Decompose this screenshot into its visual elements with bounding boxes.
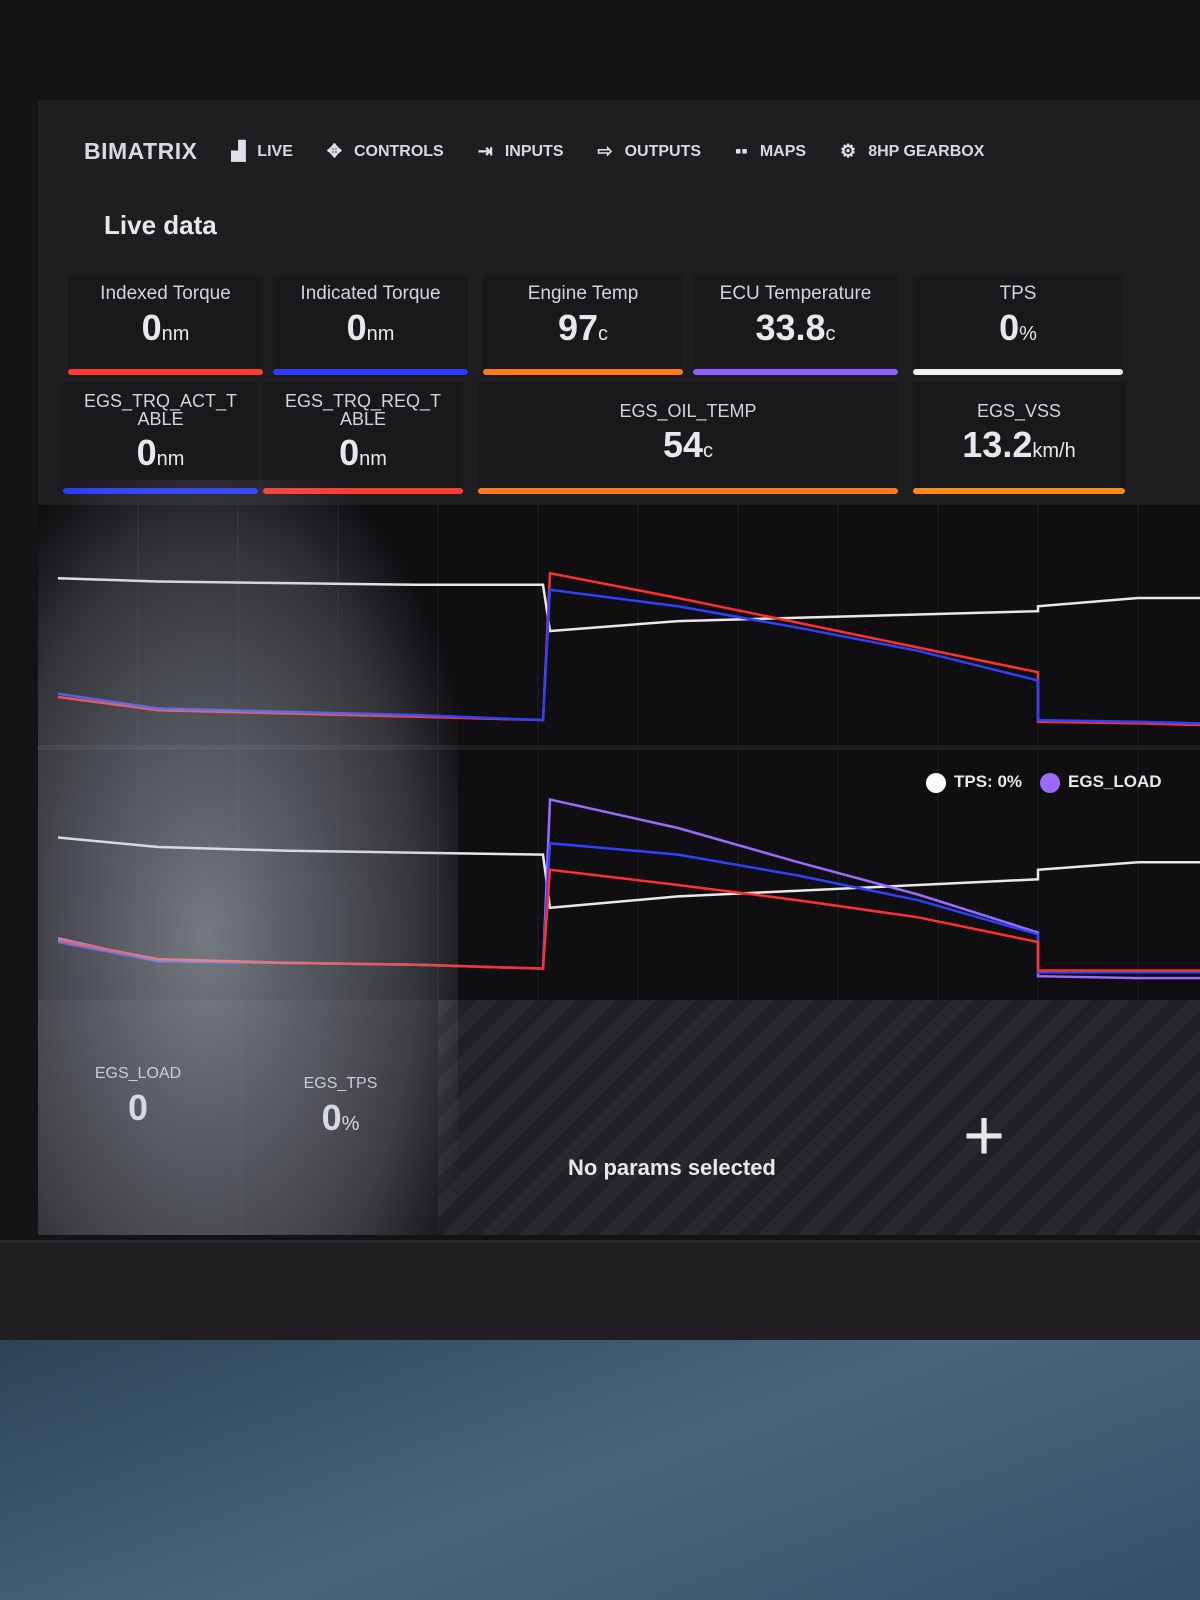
page-title: Live data [104,210,217,240]
nav-live[interactable]: ▟ LIVE [231,141,292,162]
nav-label: LIVE [257,142,293,160]
series-line-1 [57,571,1200,727]
nav-inputs[interactable]: ⇥ INPUTS [478,141,564,162]
background-fabric [0,1340,1200,1600]
card-value: 0nm [346,307,395,348]
legend-dot [1040,772,1061,793]
legend-label: EGS_LOAD [1068,772,1162,791]
card-color-bar [63,488,258,494]
card-label: EGS_VSS [976,401,1062,421]
card-value: 13.2km/h [962,424,1076,465]
card-value: 0 [127,1087,149,1128]
nav-label: 8HP GEARBOX [868,142,985,160]
nav-maps[interactable]: ▪▪ MAPS [735,141,806,162]
card-value: 0nm [136,432,185,473]
series-line-0 [57,576,1200,633]
nav-label: MAPS [759,142,807,160]
series-line-2 [57,841,1200,974]
param-card[interactable]: Indexed Torque 0nm [68,275,263,375]
grid-icon: ▪▪ [735,141,748,161]
nav-8hp-gearbox[interactable]: ⚙ 8HP GEARBOX [840,141,984,162]
card-color-bar [483,369,683,375]
series-line-3 [57,868,1200,972]
card-label: Indicated Torque [300,283,441,304]
series-line-0 [57,836,1200,910]
card-value: 0nm [339,432,387,473]
nav-controls[interactable]: ✥ CONTROLS [327,141,444,162]
card-value: 0% [999,307,1037,348]
card-value: 33.8c [755,307,836,348]
add-param-button[interactable]: + [963,1096,1006,1176]
brand-logo: BIMATRIX [84,138,198,164]
chart-bars-icon: ▟ [231,141,246,161]
param-card[interactable]: Engine Temp 97c [483,275,683,375]
card-label: Engine Temp [527,283,639,304]
logout-icon: ⇨ [597,141,613,161]
legend-item-tps[interactable]: TPS: 0% [926,772,1022,793]
card-color-bar [273,369,468,375]
card-color-bar [263,488,463,494]
card-label: EGS_TRQ_REQ_TABLE [284,391,442,429]
no-params-text: No params selected [568,1155,776,1180]
empty-param-panel: No params selected + [438,1000,1200,1235]
login-icon: ⇥ [477,141,493,161]
card-color-bar [478,488,898,494]
param-card[interactable]: EGS_OIL_TEMP 54c [478,382,898,494]
nav-label: CONTROLS [353,142,444,160]
param-card[interactable]: ECU Temperature 33.8c [693,275,898,375]
card-label: ECU Temperature [719,283,872,304]
param-card-egs-tps[interactable]: EGS_TPS 0% [243,1000,438,1235]
card-value: 0nm [141,307,190,348]
param-card[interactable]: Indicated Torque 0nm [273,275,468,375]
nav-label: OUTPUTS [624,142,702,160]
chart-legend: TPS: 0% EGS_LOAD [926,772,1162,793]
param-card[interactable]: EGS_VSS 13.2km/h [913,382,1125,494]
card-label: EGS_TRQ_ACT_TABLE [83,391,238,429]
card-value: 0% [321,1097,360,1138]
series-line-2 [57,588,1200,725]
live-chart-2: TPS: 0% EGS_LOAD [38,750,1200,1000]
card-color-bar [693,369,898,375]
live-chart-1 [38,505,1200,745]
gearbox-icon: ⚙ [840,141,857,161]
param-card[interactable]: EGS_TRQ_ACT_TABLE 0nm [63,382,258,494]
nav-label: INPUTS [504,142,564,160]
nav-outputs[interactable]: ⇨ OUTPUTS [598,141,702,162]
dpad-icon: ✥ [326,141,342,161]
card-color-bar [68,369,263,375]
legend-dot [926,772,946,793]
card-label: EGS_LOAD [94,1065,182,1082]
card-color-bar [913,369,1123,375]
card-label: TPS [999,283,1037,304]
param-card[interactable]: TPS 0% [913,275,1123,375]
legend-item-egs-load[interactable]: EGS_LOAD [1040,772,1162,793]
card-label: EGS_OIL_TEMP [619,401,757,421]
param-card-egs-load[interactable]: EGS_LOAD 0 [38,1000,238,1235]
param-card[interactable]: EGS_TRQ_REQ_TABLE 0nm [263,382,463,494]
card-color-bar [913,488,1125,494]
series-line-1 [57,797,1200,980]
app-screen: BIMATRIX ▟ LIVE ✥ CONTROLS ⇥ INPUTS ⇨ OUTPUT… [38,100,1200,1235]
top-nav: BIMATRIX ▟ LIVE ✥ CONTROLS ⇥ INPUTS ⇨ OUTPUT… [84,138,984,165]
card-value: 54c [662,424,714,465]
legend-label: TPS: 0% [954,772,1023,791]
card-label: Indexed Torque [100,283,231,304]
card-label: EGS_TPS [303,1075,378,1092]
card-value: 97c [557,307,609,348]
